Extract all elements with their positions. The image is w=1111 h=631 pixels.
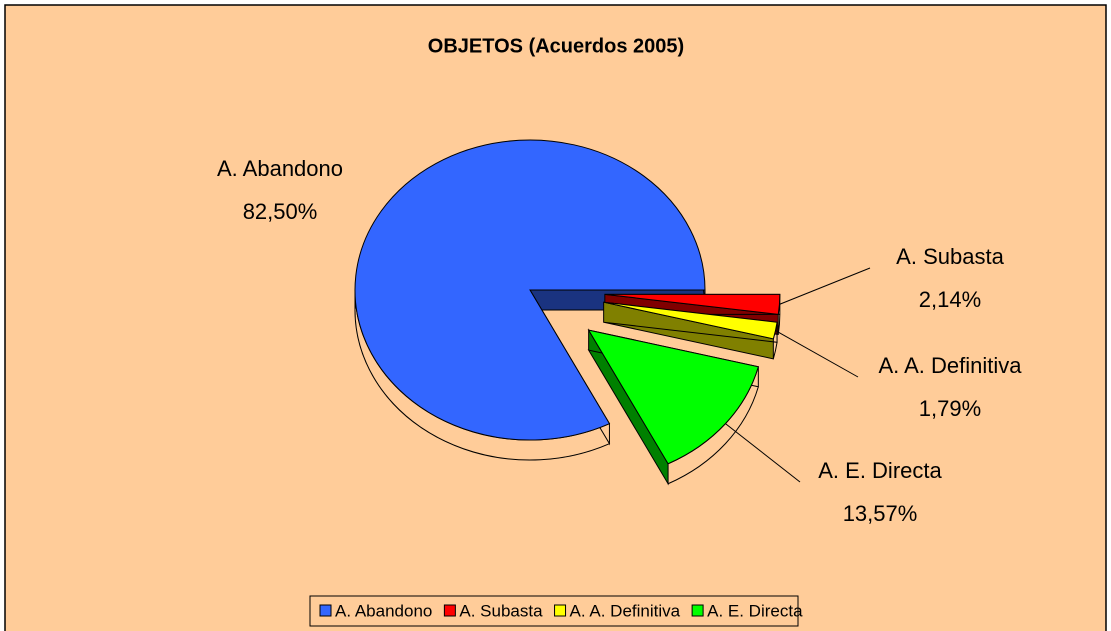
data-label-name: A. E. Directa <box>818 458 942 483</box>
legend-swatch <box>443 604 456 617</box>
legend-box <box>309 595 799 627</box>
data-label: 82,50% <box>243 199 318 224</box>
leader-line <box>725 423 801 483</box>
legend-swatch <box>554 604 567 617</box>
leader-line <box>779 267 871 305</box>
data-label-name: A. Subasta <box>896 244 1004 269</box>
chart-title: OBJETOS (Acuerdos 2005) <box>428 35 684 57</box>
data-label: 1,79% <box>919 396 981 421</box>
legend-label: A. Abandono <box>335 601 432 620</box>
data-label: 13,57% <box>843 501 918 526</box>
slice-side <box>603 301 778 360</box>
legend-swatch <box>691 604 704 617</box>
legend-label: A. A. Definitiva <box>570 601 681 620</box>
legend-swatch <box>319 604 332 617</box>
data-label: 2,14% <box>919 287 981 312</box>
legend-label: A. E. Directa <box>707 601 803 620</box>
chart-area <box>4 4 1107 631</box>
slice <box>603 301 778 340</box>
data-label-name: A. A. Definitiva <box>878 353 1022 378</box>
data-label-name: A. Abandono <box>217 156 343 181</box>
leader-line <box>775 330 859 378</box>
slice <box>354 139 706 441</box>
legend-label: A. Subasta <box>459 601 543 620</box>
